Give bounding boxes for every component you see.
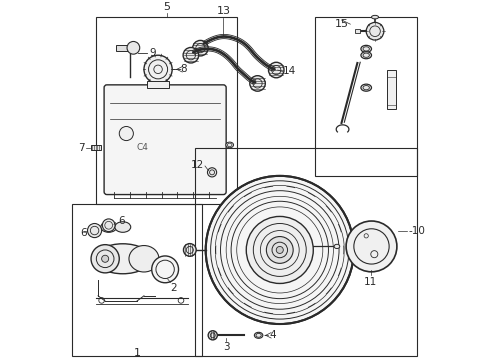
- Circle shape: [192, 40, 208, 56]
- Ellipse shape: [360, 45, 371, 53]
- Ellipse shape: [94, 244, 151, 274]
- Circle shape: [276, 246, 283, 253]
- Circle shape: [183, 244, 196, 256]
- Text: -10: -10: [407, 226, 424, 235]
- Circle shape: [205, 176, 353, 324]
- Text: 6: 6: [80, 228, 86, 238]
- Circle shape: [119, 126, 133, 141]
- Ellipse shape: [360, 52, 371, 59]
- Text: 11: 11: [364, 278, 377, 288]
- Circle shape: [87, 224, 102, 238]
- Circle shape: [183, 48, 198, 63]
- Bar: [386, 70, 395, 109]
- Text: 9: 9: [149, 48, 156, 58]
- Ellipse shape: [360, 84, 371, 91]
- FancyBboxPatch shape: [104, 85, 225, 194]
- Text: 7: 7: [78, 143, 85, 153]
- Circle shape: [127, 41, 140, 54]
- Bar: [314, 17, 416, 176]
- Ellipse shape: [115, 222, 130, 232]
- Bar: [91, 145, 101, 150]
- Text: 15: 15: [334, 19, 348, 29]
- Circle shape: [268, 62, 284, 78]
- Ellipse shape: [333, 244, 339, 248]
- Ellipse shape: [225, 142, 233, 148]
- Text: 8: 8: [180, 64, 186, 74]
- Circle shape: [366, 22, 383, 40]
- Circle shape: [102, 219, 115, 231]
- Circle shape: [208, 331, 217, 340]
- Circle shape: [102, 255, 108, 262]
- Bar: [96, 17, 237, 204]
- Circle shape: [249, 76, 265, 91]
- Bar: [116, 45, 130, 51]
- Bar: [72, 204, 202, 356]
- Circle shape: [91, 245, 119, 273]
- Bar: [195, 148, 416, 356]
- Circle shape: [151, 256, 178, 283]
- Ellipse shape: [371, 15, 378, 19]
- Ellipse shape: [101, 222, 116, 232]
- Bar: [354, 29, 359, 33]
- Text: 3: 3: [223, 342, 229, 352]
- Ellipse shape: [254, 332, 263, 338]
- Text: 13: 13: [216, 6, 230, 17]
- Ellipse shape: [129, 246, 159, 272]
- Text: C4: C4: [136, 143, 148, 152]
- Text: 14: 14: [283, 67, 296, 76]
- Text: 1: 1: [133, 347, 140, 357]
- Text: 6: 6: [118, 216, 125, 226]
- Circle shape: [346, 221, 396, 272]
- Circle shape: [246, 216, 313, 283]
- Text: 2: 2: [170, 283, 177, 293]
- Circle shape: [207, 168, 216, 177]
- Circle shape: [143, 55, 172, 84]
- Text: 5: 5: [163, 2, 170, 12]
- Bar: [147, 81, 168, 88]
- Text: 12: 12: [190, 159, 203, 170]
- Text: 4: 4: [268, 330, 275, 340]
- Circle shape: [266, 237, 293, 264]
